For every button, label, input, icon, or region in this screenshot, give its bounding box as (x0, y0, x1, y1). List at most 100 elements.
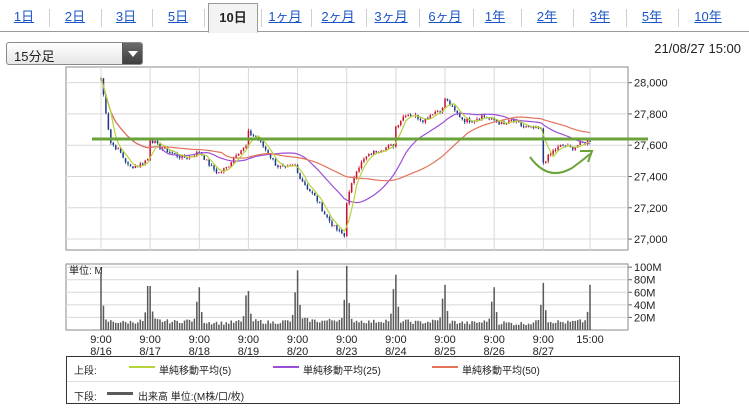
volume-bar (350, 318, 353, 330)
volume-bar (284, 320, 287, 330)
volume-bar (218, 324, 220, 330)
volume-bar (228, 323, 230, 330)
candle-body (500, 122, 503, 125)
volume-bar (321, 320, 323, 330)
tab-13[interactable]: 5年 (641, 9, 663, 24)
candle-body (341, 229, 343, 234)
candle-body (213, 165, 215, 170)
candle-body (424, 118, 427, 123)
tab-9[interactable]: 6ヶ月 (428, 9, 462, 24)
candle-body (429, 115, 432, 119)
tab-4[interactable]: 5日 (167, 9, 189, 24)
tab-3[interactable]: 3日 (115, 9, 137, 24)
candle-body (557, 146, 559, 150)
chart-timestamp: 21/08/27 15:00 (654, 41, 741, 56)
volume-bar (552, 323, 554, 330)
chevron-down-icon[interactable] (122, 43, 142, 64)
candle-body (439, 111, 441, 113)
legend-upper-title: 上段: (74, 366, 97, 377)
x-date-label: 8/23 (336, 346, 357, 356)
volume-bar (169, 323, 171, 330)
volume-bar (102, 305, 105, 330)
candle-body (372, 150, 375, 156)
volume-bar (127, 323, 129, 330)
volume-bar (441, 298, 444, 330)
candle-body (210, 165, 213, 167)
candle-body (164, 147, 166, 149)
candle-body (459, 113, 461, 118)
candle-body (355, 171, 358, 179)
volume-bar (400, 322, 402, 330)
candle-body (228, 166, 230, 168)
candle-body (520, 122, 522, 127)
candle-body (358, 167, 360, 172)
chart-legend: 上段: 単純移動平均(5) 単純移動平均(25) 単純移動平均(50) 下段: … (66, 356, 680, 404)
candle-body (436, 111, 439, 113)
volume-bar (427, 321, 429, 330)
volume-bar (129, 320, 132, 330)
x-time-label: 9:00 (90, 334, 111, 346)
candle-body (476, 119, 478, 121)
candle-body (400, 120, 402, 125)
candle-body (245, 146, 247, 148)
candle-body (105, 94, 107, 114)
volume-bar (468, 324, 471, 330)
volume-bar (250, 313, 252, 330)
candle-body (259, 139, 262, 142)
volume-bar (277, 323, 279, 330)
candle-body (129, 164, 132, 167)
volume-bar (525, 325, 527, 330)
candle-body (306, 184, 309, 190)
tab-8[interactable]: 3ヶ月 (374, 9, 408, 24)
tab-11[interactable]: 2年 (536, 9, 558, 24)
candle-body (262, 141, 264, 147)
candle-body (481, 115, 483, 120)
candle-body (417, 114, 419, 119)
tab-7[interactable]: 2ヶ月 (321, 9, 355, 24)
candle-body (451, 105, 454, 107)
volume-bar (132, 322, 134, 330)
volume-bar (508, 322, 510, 330)
candle-body (576, 145, 579, 147)
volume-bar (530, 324, 532, 330)
tab-2[interactable]: 2日 (64, 9, 86, 24)
volume-bar (363, 322, 365, 330)
volume-bar (397, 306, 400, 330)
candle-body (166, 147, 169, 153)
volume-bar (412, 323, 414, 330)
volume-bar (279, 323, 282, 330)
tab-6[interactable]: 1ヶ月 (268, 9, 302, 24)
volume-bar (181, 323, 183, 330)
candle-body (331, 221, 333, 226)
tab-5[interactable]: 10日 (208, 3, 258, 33)
volume-bar (301, 318, 304, 330)
tab-1[interactable]: 1日 (13, 9, 35, 24)
volume-bar (304, 317, 306, 330)
tab-10[interactable]: 1年 (484, 9, 506, 24)
price-tick-label: 27,400 (634, 171, 668, 183)
candle-body (205, 159, 208, 161)
candle-body (542, 128, 545, 163)
candle-body (122, 152, 124, 158)
tab-14[interactable]: 10年 (694, 9, 722, 24)
stock-chart: 27,000 27,200 27,400 27,600 27,800 28,000 20M… (65, 66, 668, 356)
ma5-swatch (129, 366, 155, 368)
volume-bar (466, 321, 468, 330)
volume-bar (267, 320, 269, 330)
tab-12[interactable]: 3年 (589, 9, 611, 24)
candle-body (427, 118, 429, 120)
volume-bar (341, 317, 343, 330)
candle-body (343, 233, 346, 237)
interval-select[interactable]: 15分足 (6, 42, 143, 65)
candle-body (218, 172, 220, 174)
candle-body (193, 155, 196, 157)
volume-unit-label: 単位: M (69, 264, 103, 277)
volume-tick-label: 100M (634, 262, 662, 274)
candle-body (132, 166, 134, 169)
volume-bar (584, 320, 586, 330)
volume-bar (567, 320, 569, 330)
volume-bar (527, 323, 530, 330)
arrow-head-icon (580, 150, 594, 163)
x-date-label: 8/19 (238, 346, 259, 356)
candle-body (589, 140, 591, 142)
